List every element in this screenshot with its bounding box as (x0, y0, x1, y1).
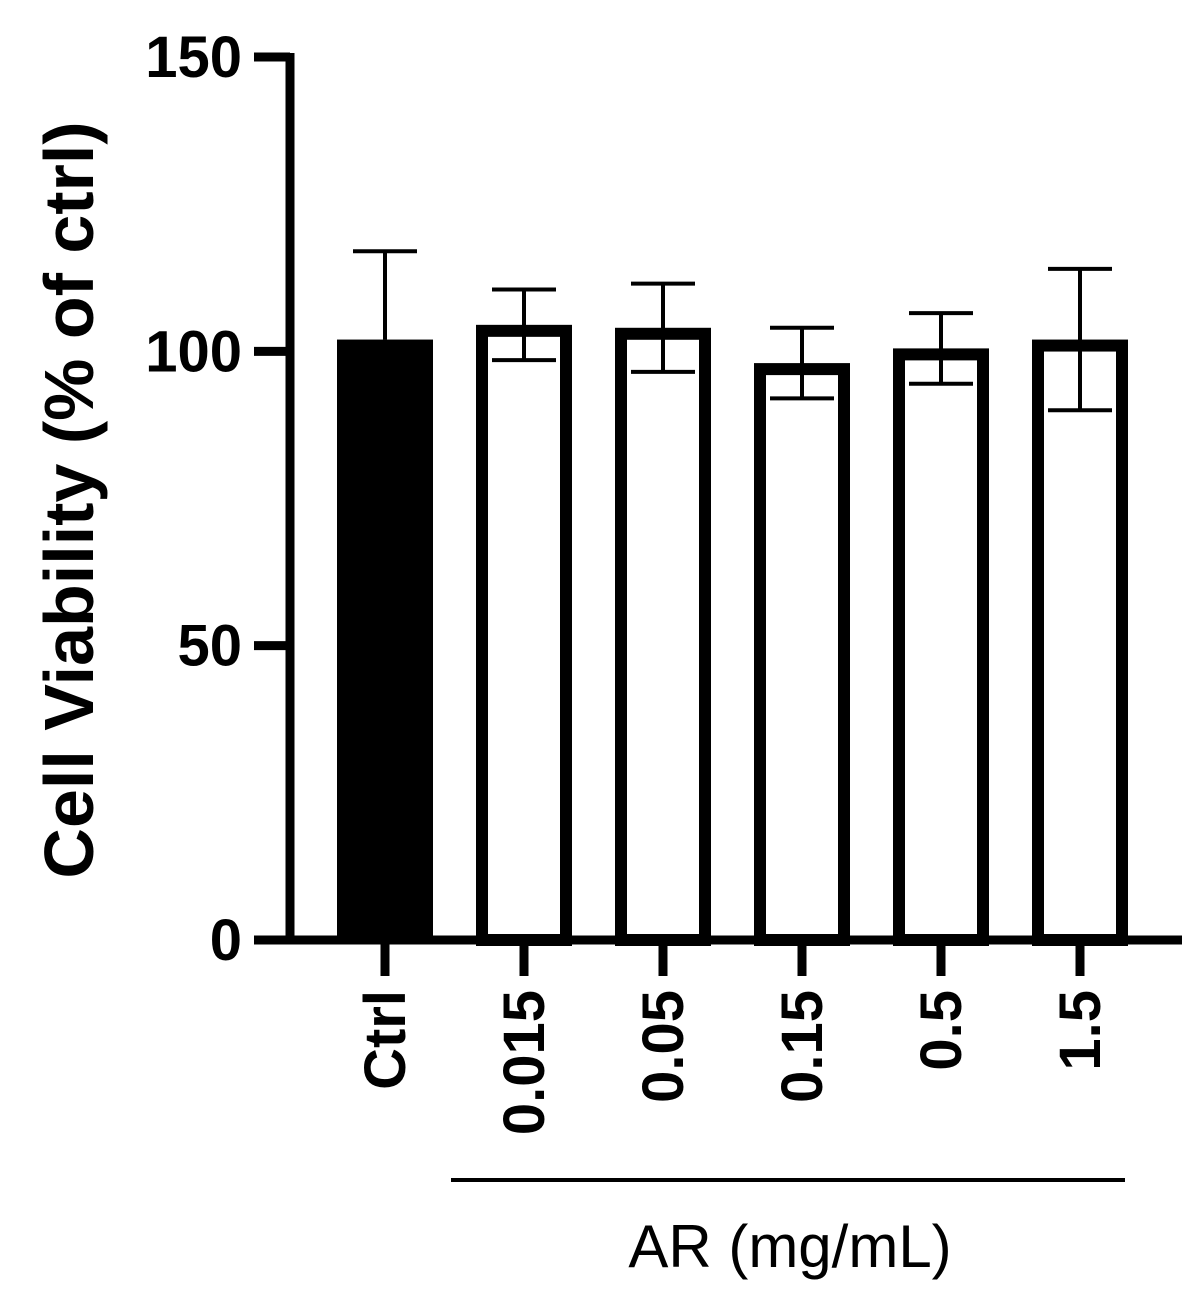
x-tick-label: 0.015 (492, 990, 557, 1135)
y-tick-label: 0 (210, 908, 242, 973)
bar-Ctrl (337, 339, 433, 940)
x-tick-label: 0.05 (631, 990, 696, 1103)
bar-0.05 (615, 327, 711, 946)
x-tick-label: 0.5 (909, 990, 974, 1071)
group-label: AR (mg/mL) (628, 1213, 951, 1280)
y-tick-label: 150 (145, 25, 242, 90)
bar-0.15 (754, 363, 850, 946)
y-tick-label: 100 (145, 319, 242, 384)
y-axis-label: Cell Viability (% of ctrl) (30, 121, 108, 878)
y-tick-label: 50 (177, 614, 242, 679)
bar-1.5 (1032, 339, 1128, 946)
x-tick-label: 1.5 (1048, 990, 1113, 1071)
x-tick-label: 0.15 (770, 990, 835, 1103)
y-ticks: 0 50 100 150 (145, 25, 290, 973)
bar-0.5 (893, 348, 989, 946)
x-ticks: Ctrl 0.015 0.05 0.15 0.5 1.5 (353, 940, 1113, 1135)
axes (285, 53, 1182, 945)
bar-0.015 (476, 324, 572, 946)
bars (337, 324, 1128, 946)
x-tick-label: Ctrl (353, 990, 418, 1090)
error-bars (353, 249, 1112, 413)
